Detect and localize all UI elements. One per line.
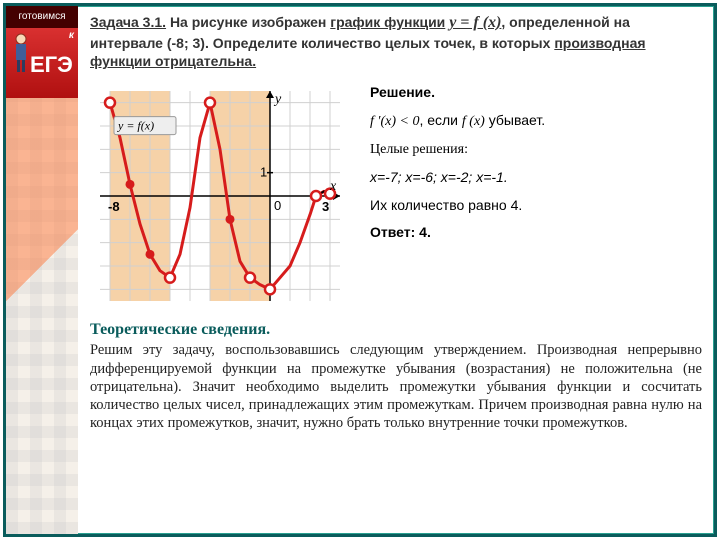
main-row: y x -8 0 1 3 y = f(x) Решение. f ′(x) < 0, есл…	[90, 81, 702, 311]
content: Задача 3.1. На рисунке изображен график …	[80, 8, 712, 532]
svg-text:3: 3	[322, 199, 329, 214]
svg-text:1: 1	[260, 165, 267, 180]
problem-text-1: На рисунке изображен	[170, 14, 326, 30]
chart-svg: y x -8 0 1 3 y = f(x)	[90, 81, 350, 311]
k-label: к	[69, 30, 74, 41]
person-icon	[10, 32, 32, 76]
theory-body: Решим эту задачу, воспользовавшись следу…	[90, 341, 702, 432]
answer: Ответ: 4.	[370, 221, 702, 245]
function-chart: y x -8 0 1 3 y = f(x)	[90, 81, 350, 311]
count-text: Их количество равно 4.	[370, 194, 702, 218]
sidebar-header: готовимся	[6, 6, 78, 28]
problem-title: Задача 3.1.	[90, 14, 166, 30]
svg-text:0: 0	[274, 198, 281, 213]
cond-func: f (x)	[462, 114, 485, 129]
ints-label: Целые решения:	[370, 138, 702, 162]
ege-logo: к ЕГЭ	[6, 28, 78, 98]
svg-text:y: y	[273, 92, 282, 107]
ints-values: x=-7; x=-6; x=-2; x=-1.	[370, 166, 702, 190]
svg-text:x: x	[329, 179, 337, 194]
theory-title: Теоретические сведения.	[90, 321, 702, 339]
problem-statement: Задача 3.1. На рисунке изображен график …	[90, 12, 702, 71]
solution-block: Решение. f ′(x) < 0, если f (x) убывает.…	[370, 81, 702, 311]
solution-heading: Решение.	[370, 81, 702, 105]
cond-math: f ′(x) < 0	[370, 114, 419, 129]
problem-graph-word: график функции	[330, 14, 445, 30]
ege-text: ЕГЭ	[30, 52, 73, 78]
sidebar: готовимся к ЕГЭ	[6, 6, 78, 534]
solution-condition: f ′(x) < 0, если f (x) убывает.	[370, 109, 702, 134]
svg-text:y = f(x): y = f(x)	[117, 119, 154, 133]
problem-function: y = f (x)	[449, 14, 501, 31]
sidebar-graphic	[6, 98, 78, 534]
svg-text:-8: -8	[108, 199, 120, 214]
